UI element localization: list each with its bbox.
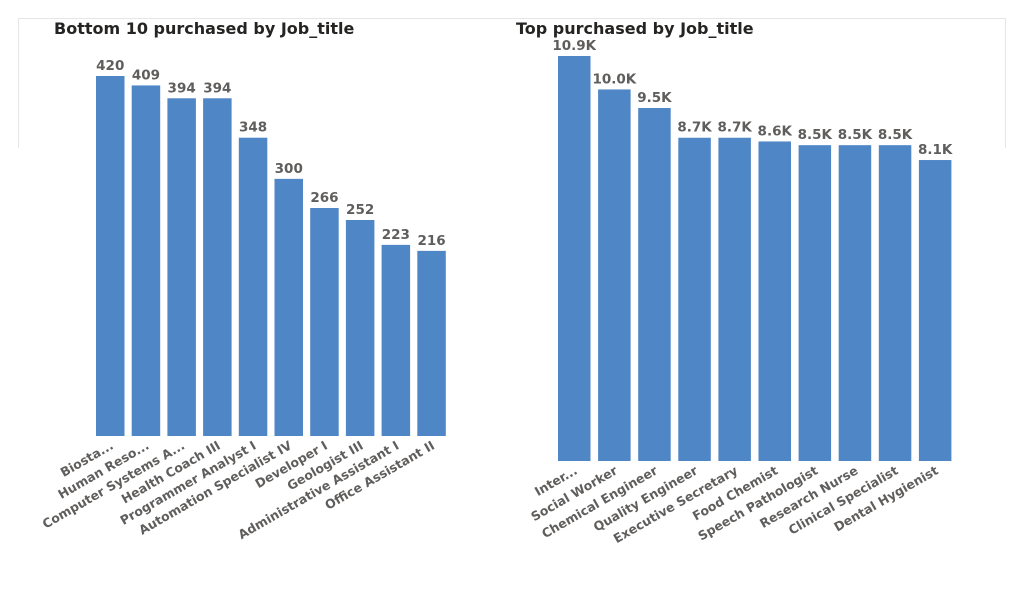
data-label: 300 xyxy=(275,161,303,177)
bar-2[interactable] xyxy=(167,98,196,437)
bar-9[interactable] xyxy=(918,160,952,462)
bar-9[interactable] xyxy=(417,250,446,436)
bar-0[interactable] xyxy=(558,56,591,461)
bar-7[interactable] xyxy=(345,220,375,436)
bar-5[interactable] xyxy=(758,141,792,461)
bar-1[interactable] xyxy=(131,85,161,436)
data-label: 10.9K xyxy=(552,38,596,54)
bar-6[interactable] xyxy=(798,145,832,461)
data-label: 9.5K xyxy=(637,90,672,106)
data-label: 8.5K xyxy=(838,127,873,143)
bar-0[interactable] xyxy=(96,76,125,436)
bar-5[interactable] xyxy=(274,178,304,436)
data-label: 8.7K xyxy=(677,120,712,136)
data-label: 8.7K xyxy=(717,120,752,136)
bar-4[interactable] xyxy=(718,137,751,462)
data-label: 394 xyxy=(168,80,196,96)
chart-title-bottom-10: Bottom 10 purchased by Job_title xyxy=(54,19,355,38)
bar-6[interactable] xyxy=(310,208,339,436)
bar-3[interactable] xyxy=(203,98,232,437)
data-label: 8.5K xyxy=(798,127,833,143)
data-label: 394 xyxy=(203,80,231,96)
bar-3[interactable] xyxy=(678,137,711,462)
data-label: 348 xyxy=(239,120,267,136)
bar-1[interactable] xyxy=(598,89,631,461)
data-label: 409 xyxy=(132,67,160,83)
chart-title-top: Top purchased by Job_title xyxy=(516,19,754,38)
bar-8[interactable] xyxy=(878,145,912,461)
data-label: 8.6K xyxy=(758,123,793,139)
data-label: 266 xyxy=(310,190,338,206)
data-label: 8.5K xyxy=(878,127,913,143)
bar-8[interactable] xyxy=(381,244,411,436)
visual-frame xyxy=(18,18,1006,148)
bar-4[interactable] xyxy=(238,137,268,436)
bar-7[interactable] xyxy=(838,145,872,461)
data-label: 10.0K xyxy=(592,71,636,87)
data-label: 216 xyxy=(417,233,445,249)
bar-2[interactable] xyxy=(638,108,671,462)
data-label: 252 xyxy=(346,202,374,218)
data-label: 8.1K xyxy=(918,142,953,158)
data-label: 223 xyxy=(382,227,410,243)
data-label: 420 xyxy=(96,58,124,74)
